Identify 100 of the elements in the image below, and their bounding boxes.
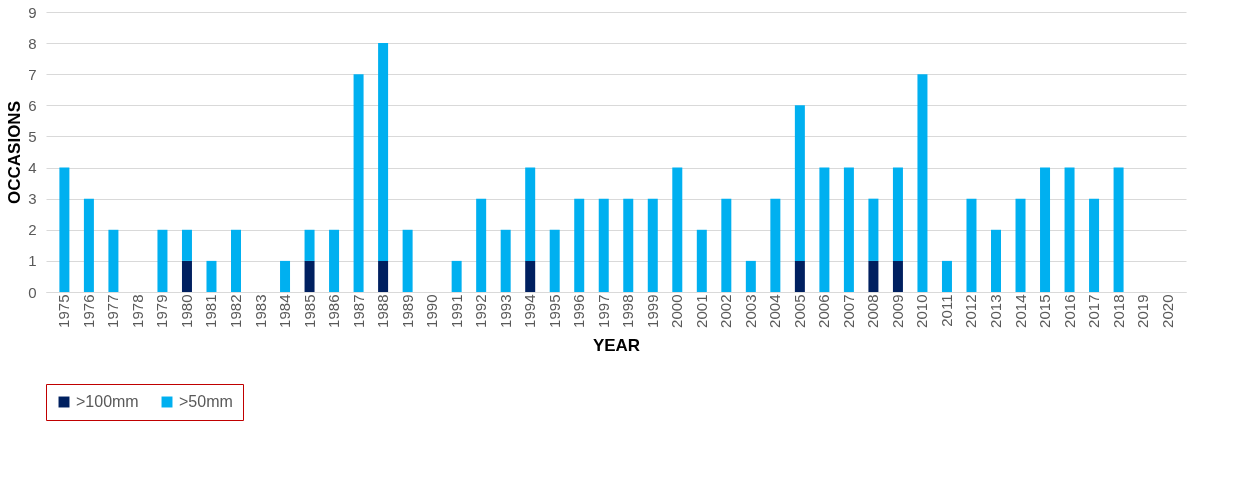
x-tick-label: 1992 xyxy=(472,294,490,328)
x-tick-label: 2015 xyxy=(1036,294,1054,328)
x-tick-label: 1977 xyxy=(104,294,122,328)
x-tick-label: 1988 xyxy=(374,294,392,328)
bar xyxy=(574,198,585,292)
bar xyxy=(598,198,609,292)
bar xyxy=(966,198,977,292)
bar xyxy=(623,198,634,292)
x-tick-label: 2002 xyxy=(717,294,735,328)
x-tick-label: 1975 xyxy=(55,294,73,328)
bar xyxy=(378,260,389,292)
bar xyxy=(378,43,389,261)
bar xyxy=(181,229,192,261)
bar xyxy=(329,229,340,292)
x-tick-label: 1996 xyxy=(570,294,588,328)
bar xyxy=(206,260,217,292)
y-tick-label: 9 xyxy=(28,3,37,21)
bar xyxy=(1040,167,1051,292)
bar xyxy=(917,74,928,292)
x-tick-label: 1985 xyxy=(300,294,318,328)
bar xyxy=(402,229,413,292)
x-tick-label: 2010 xyxy=(913,294,931,328)
x-tick-label: 2005 xyxy=(790,294,808,328)
x-tick-label: 1986 xyxy=(325,294,343,328)
bar xyxy=(525,167,536,261)
bar xyxy=(280,260,291,292)
x-tick-label: 1984 xyxy=(276,294,294,328)
bar xyxy=(59,167,70,292)
x-tick-label: 1998 xyxy=(619,294,637,328)
x-tick-label: 1993 xyxy=(496,294,514,328)
y-tick-label: 2 xyxy=(28,221,37,239)
bar xyxy=(353,74,364,292)
bar xyxy=(549,229,560,292)
y-axis-title: OCCASIONS xyxy=(5,101,25,204)
bar xyxy=(991,229,1001,292)
bar xyxy=(794,260,805,292)
bar xyxy=(304,229,315,261)
bar xyxy=(672,167,683,292)
bar xyxy=(647,198,658,292)
bar xyxy=(1113,167,1124,292)
x-tick-label: 1981 xyxy=(202,294,220,328)
x-tick-label: 2013 xyxy=(987,294,1004,328)
bar xyxy=(941,260,952,292)
x-tick-label: 2003 xyxy=(741,294,759,328)
bar xyxy=(868,260,879,292)
x-axis-title: YEAR xyxy=(592,335,641,355)
x-tick-label: 2007 xyxy=(839,294,857,328)
y-tick-label: 8 xyxy=(28,34,37,52)
bar xyxy=(794,105,805,261)
bar xyxy=(745,260,756,292)
bar xyxy=(1015,198,1026,292)
bar xyxy=(1064,167,1075,292)
legend-label: >100mm xyxy=(76,393,139,410)
x-tick-label: 2009 xyxy=(888,294,906,328)
y-tick-label: 0 xyxy=(28,283,37,301)
x-tick-label: 2018 xyxy=(1109,294,1127,328)
bar xyxy=(696,229,707,292)
x-tick-label: 1995 xyxy=(545,294,563,328)
x-tick-label: 2001 xyxy=(692,294,710,328)
x-tick-label: 1991 xyxy=(447,294,465,328)
x-tick-label: 2011 xyxy=(937,294,955,327)
x-tick-label: 2019 xyxy=(1134,294,1152,328)
x-tick-label: 1979 xyxy=(153,294,171,328)
bar xyxy=(83,198,94,292)
x-tick-label: 1994 xyxy=(521,294,539,328)
bar xyxy=(819,167,830,292)
x-tick-label: 1983 xyxy=(251,294,269,328)
bar xyxy=(892,260,903,292)
bar xyxy=(181,260,192,292)
x-tick-label: 2017 xyxy=(1085,294,1103,328)
x-tick-label: 2004 xyxy=(766,294,784,328)
x-tick-label: 1987 xyxy=(349,294,367,328)
x-tick-label: 1989 xyxy=(398,294,416,328)
bar xyxy=(476,198,487,292)
x-tick-label: 1999 xyxy=(643,294,661,328)
x-tick-label: 1990 xyxy=(423,294,441,328)
bar xyxy=(892,167,903,261)
bar xyxy=(108,229,119,292)
x-tick-label: 2016 xyxy=(1060,294,1078,328)
x-tick-label: 2000 xyxy=(668,294,686,328)
x-tick-label: 2008 xyxy=(864,294,882,328)
bar xyxy=(868,198,879,261)
x-tick-label: 1982 xyxy=(227,294,244,328)
bar xyxy=(770,198,781,292)
bar xyxy=(1089,198,1100,292)
y-tick-label: 7 xyxy=(28,65,37,83)
y-tick-label: 3 xyxy=(28,190,37,208)
bar xyxy=(500,229,511,292)
x-tick-label: 2006 xyxy=(815,294,833,328)
bar xyxy=(721,198,732,292)
y-tick-label: 5 xyxy=(28,127,37,145)
legend-label: >50mm xyxy=(179,393,233,410)
bar xyxy=(231,229,241,292)
bar xyxy=(451,260,462,292)
y-tick-label: 4 xyxy=(28,159,37,177)
bar xyxy=(843,167,854,292)
x-tick-label: 1997 xyxy=(594,294,612,328)
y-tick-label: 1 xyxy=(28,252,37,270)
bar xyxy=(157,229,168,292)
x-tick-label: 2020 xyxy=(1158,294,1176,328)
